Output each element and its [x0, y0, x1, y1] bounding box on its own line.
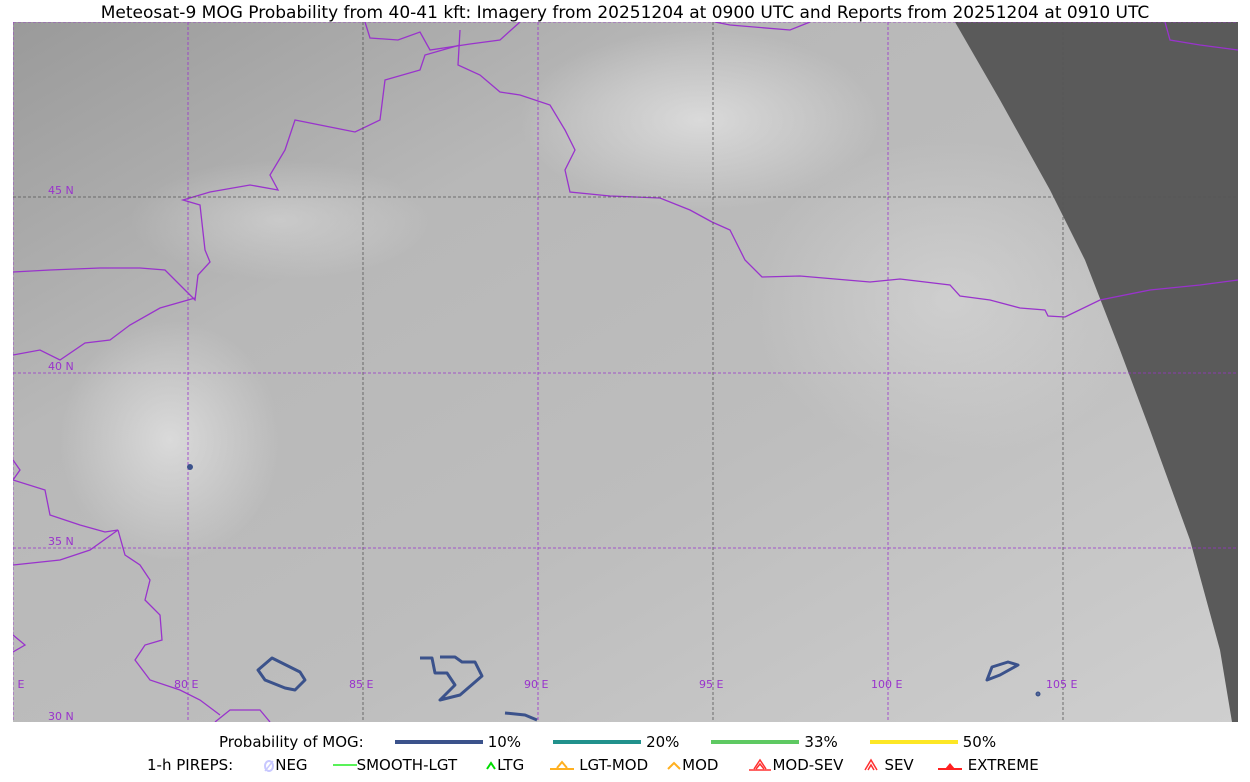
pireps-legend-title: 1-h PIREPS: — [147, 756, 234, 774]
legend-label: SMOOTH-LGT — [356, 756, 458, 774]
legend-label: NEG — [275, 756, 308, 774]
legend-label: 10% — [487, 733, 522, 751]
probability-legend: Probability of MOG: 10% 20% 33% 50% — [0, 733, 1250, 751]
legend-label: SEV — [884, 756, 914, 774]
swatch-33pct — [711, 740, 800, 744]
probability-legend-title: Probability of MOG: — [219, 733, 364, 751]
double-caret-bar-icon — [749, 758, 772, 771]
neg-icon — [264, 760, 275, 772]
legend-label: MOD — [682, 756, 719, 774]
legend-label: 50% — [962, 733, 997, 751]
lat-label: 30 N — [48, 710, 74, 722]
no-data-region — [955, 22, 1238, 722]
lat-label: 40 N — [48, 360, 74, 373]
lon-label: 95 E — [699, 678, 723, 691]
grid-labels: 75 E 80 E 85 E 90 E 95 E 100 E 105 E 45 … — [13, 184, 1077, 722]
lon-label: 80 E — [174, 678, 198, 691]
double-caret-icon — [864, 758, 879, 771]
lon-label: 75 E — [13, 678, 24, 691]
legend-label: LTG — [497, 756, 525, 774]
swatch-20pct — [553, 740, 642, 744]
lon-label: 90 E — [524, 678, 548, 691]
caret-icon — [667, 761, 681, 770]
country-borders — [13, 22, 1238, 722]
satellite-map: 75 E 80 E 85 E 90 E 95 E 100 E 105 E 45 … — [13, 22, 1238, 722]
lon-label: 105 E — [1046, 678, 1077, 691]
legend-label: 33% — [804, 733, 838, 751]
line-icon — [332, 764, 357, 766]
pireps-legend: 1-h PIREPS: NEG SMOOTH-LGT LTG LGT-MOD M… — [0, 756, 1250, 774]
map-title: Meteosat-9 MOG Probability from 40-41 kf… — [100, 3, 1150, 23]
caret-bar-icon — [550, 760, 575, 770]
mog-10pct-contours — [187, 464, 1041, 722]
swatch-50pct — [869, 740, 958, 744]
caret-icon — [486, 761, 496, 770]
legend-label: MOD-SEV — [772, 756, 844, 774]
legend-label: LGT-MOD — [579, 756, 649, 774]
legend-label: EXTREME — [967, 756, 1039, 774]
lat-label: 35 N — [48, 535, 74, 548]
lon-label: 85 E — [349, 678, 373, 691]
lon-label: 100 E — [871, 678, 902, 691]
lat-lon-grid — [13, 22, 1238, 722]
swatch-10pct — [394, 740, 483, 744]
filled-triangle-icon — [937, 763, 962, 770]
legend-label: 20% — [646, 733, 680, 751]
lat-label: 45 N — [48, 184, 74, 197]
